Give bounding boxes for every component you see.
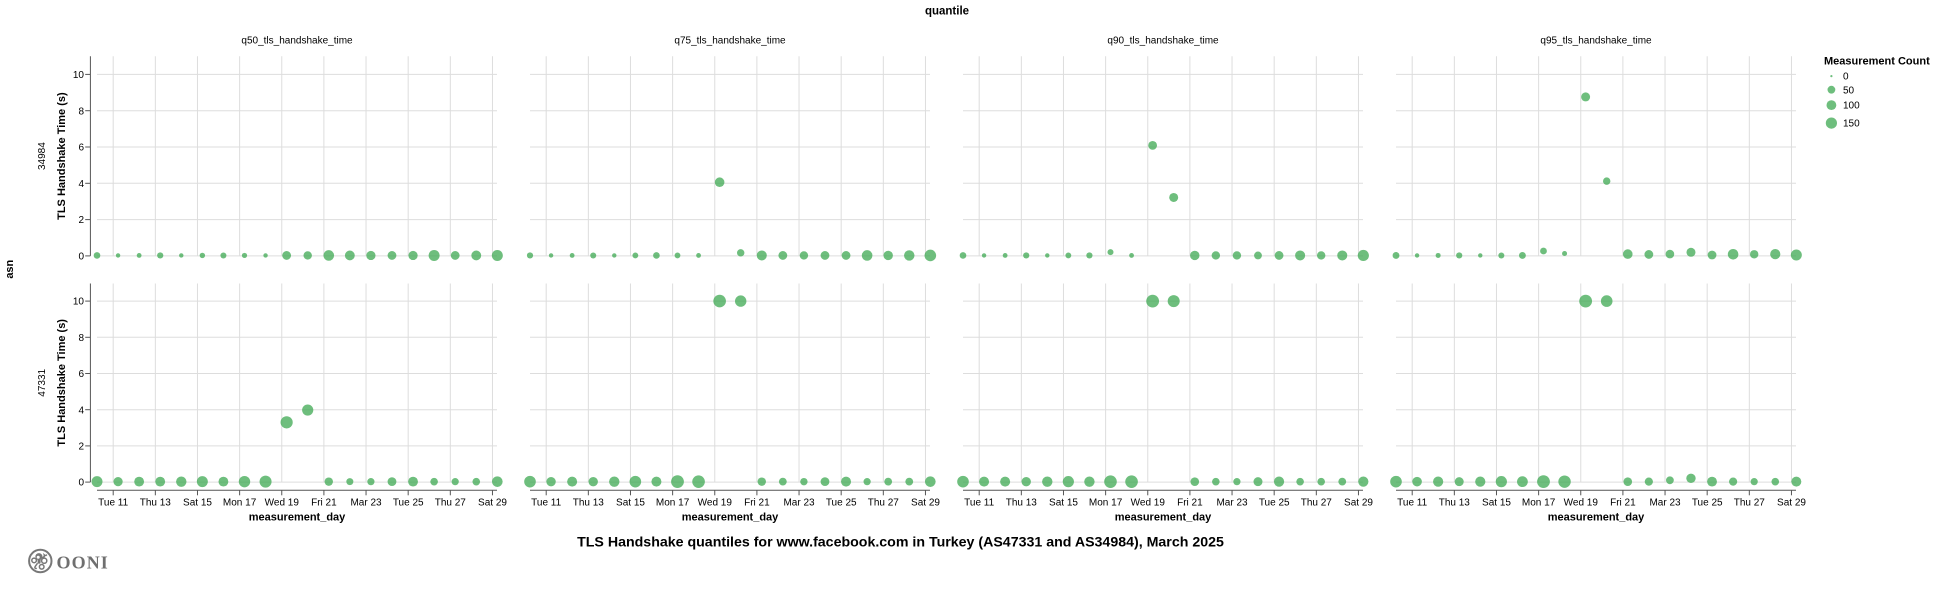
svg-text:4: 4 bbox=[78, 405, 84, 416]
svg-text:4: 4 bbox=[78, 179, 84, 190]
svg-text:Mon 17: Mon 17 bbox=[656, 497, 690, 508]
svg-text:Thu 27: Thu 27 bbox=[435, 497, 467, 508]
svg-text:Tue 25: Tue 25 bbox=[826, 497, 857, 508]
svg-text:8: 8 bbox=[78, 106, 84, 117]
svg-text:q50_tls_handshake_time: q50_tls_handshake_time bbox=[241, 36, 353, 47]
svg-text:Thu 13: Thu 13 bbox=[1439, 497, 1471, 508]
svg-text:Mar 23: Mar 23 bbox=[1216, 497, 1248, 508]
svg-text:Tue 11: Tue 11 bbox=[531, 497, 561, 508]
svg-text:TLS Handshake quantiles for ww: TLS Handshake quantiles for www.facebook… bbox=[577, 534, 1224, 550]
svg-text:Tue 11: Tue 11 bbox=[1397, 497, 1427, 508]
svg-text:Tue 11: Tue 11 bbox=[964, 497, 994, 508]
svg-text:Thu 13: Thu 13 bbox=[140, 497, 172, 508]
svg-text:measurement_day: measurement_day bbox=[682, 511, 779, 523]
svg-text:Mar 23: Mar 23 bbox=[350, 497, 382, 508]
svg-text:quantile: quantile bbox=[925, 5, 969, 17]
svg-text:0: 0 bbox=[78, 478, 84, 489]
svg-text:Mon 17: Mon 17 bbox=[1089, 497, 1123, 508]
svg-text:Sat 29: Sat 29 bbox=[478, 497, 507, 508]
svg-text:6: 6 bbox=[78, 143, 84, 154]
svg-text:10: 10 bbox=[73, 70, 85, 81]
svg-text:Mon 17: Mon 17 bbox=[223, 497, 257, 508]
svg-text:Tue 25: Tue 25 bbox=[393, 497, 424, 508]
svg-text:100: 100 bbox=[1843, 101, 1860, 112]
svg-text:34984: 34984 bbox=[37, 142, 48, 170]
svg-text:Mar 23: Mar 23 bbox=[783, 497, 815, 508]
svg-text:Sat 15: Sat 15 bbox=[183, 497, 212, 508]
svg-text:Thu 27: Thu 27 bbox=[868, 497, 900, 508]
svg-text:8: 8 bbox=[78, 333, 84, 344]
svg-text:Sat 29: Sat 29 bbox=[1777, 497, 1806, 508]
svg-text:6: 6 bbox=[78, 369, 84, 380]
svg-text:Fri 21: Fri 21 bbox=[744, 497, 770, 508]
svg-text:Fri 21: Fri 21 bbox=[1177, 497, 1203, 508]
svg-text:Sat 29: Sat 29 bbox=[911, 497, 940, 508]
svg-text:0: 0 bbox=[1843, 72, 1849, 83]
svg-text:Tue 11: Tue 11 bbox=[98, 497, 128, 508]
svg-text:2: 2 bbox=[78, 442, 84, 453]
svg-text:Mon 17: Mon 17 bbox=[1522, 497, 1556, 508]
svg-text:measurement_day: measurement_day bbox=[1548, 511, 1645, 523]
svg-text:47331: 47331 bbox=[37, 368, 48, 396]
svg-text:Mar 23: Mar 23 bbox=[1649, 497, 1681, 508]
svg-text:Sat 15: Sat 15 bbox=[1049, 497, 1078, 508]
svg-text:q75_tls_handshake_time: q75_tls_handshake_time bbox=[674, 36, 786, 47]
svg-text:Sat 15: Sat 15 bbox=[1482, 497, 1511, 508]
svg-text:10: 10 bbox=[73, 297, 85, 308]
svg-text:TLS Handshake Time (s): TLS Handshake Time (s) bbox=[56, 319, 68, 447]
svg-text:measurement_day: measurement_day bbox=[249, 511, 346, 523]
svg-text:Wed 19: Wed 19 bbox=[1564, 497, 1599, 508]
svg-text:0: 0 bbox=[78, 252, 84, 263]
svg-text:2: 2 bbox=[78, 215, 84, 226]
svg-text:Fri 21: Fri 21 bbox=[311, 497, 337, 508]
svg-text:150: 150 bbox=[1843, 119, 1860, 130]
svg-text:Wed 19: Wed 19 bbox=[1131, 497, 1166, 508]
svg-text:Wed 19: Wed 19 bbox=[698, 497, 733, 508]
svg-text:Wed 19: Wed 19 bbox=[265, 497, 300, 508]
svg-text:Thu 27: Thu 27 bbox=[1734, 497, 1766, 508]
svg-text:TLS Handshake Time (s): TLS Handshake Time (s) bbox=[56, 92, 68, 220]
svg-text:Tue 25: Tue 25 bbox=[1692, 497, 1723, 508]
svg-text:Sat 15: Sat 15 bbox=[616, 497, 645, 508]
svg-text:Thu 27: Thu 27 bbox=[1301, 497, 1333, 508]
svg-text:Thu 13: Thu 13 bbox=[573, 497, 605, 508]
svg-text:Thu 13: Thu 13 bbox=[1006, 497, 1038, 508]
svg-text:measurement_day: measurement_day bbox=[1115, 511, 1212, 523]
svg-text:Tue 25: Tue 25 bbox=[1259, 497, 1290, 508]
svg-text:asn: asn bbox=[4, 259, 16, 278]
svg-text:50: 50 bbox=[1843, 85, 1855, 96]
svg-text:q95_tls_handshake_time: q95_tls_handshake_time bbox=[1540, 36, 1652, 47]
svg-text:Fri 21: Fri 21 bbox=[1610, 497, 1636, 508]
svg-text:q90_tls_handshake_time: q90_tls_handshake_time bbox=[1107, 36, 1219, 47]
svg-text:OONI: OONI bbox=[57, 553, 109, 573]
svg-text:Measurement Count: Measurement Count bbox=[1824, 55, 1930, 67]
svg-text:Sat 29: Sat 29 bbox=[1344, 497, 1373, 508]
